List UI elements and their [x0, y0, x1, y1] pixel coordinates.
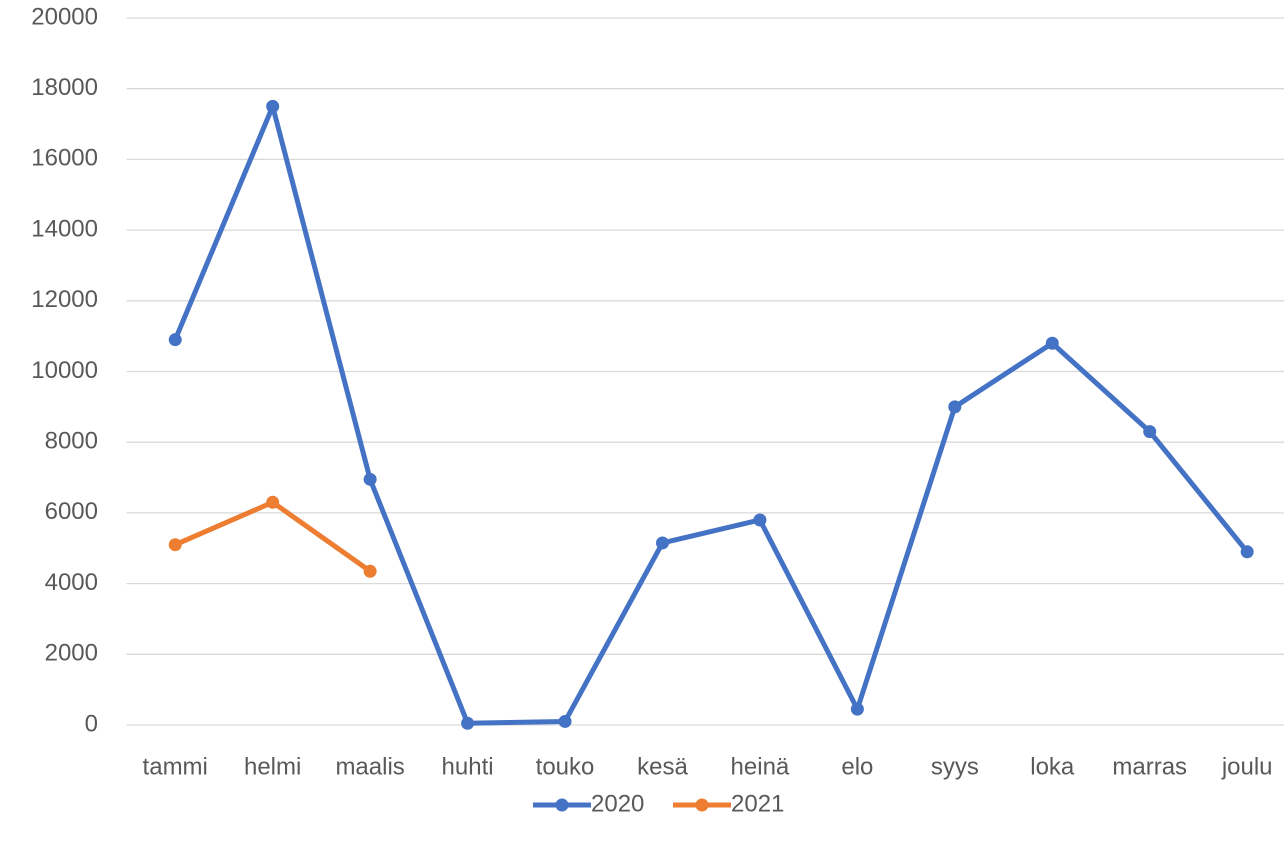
- x-tick-label: elo: [841, 753, 873, 780]
- y-tick-label: 4000: [45, 569, 98, 596]
- x-tick-label: helmi: [244, 753, 301, 780]
- data-point: [461, 716, 475, 730]
- y-tick-label: 6000: [45, 498, 98, 525]
- y-tick-label: 18000: [31, 74, 98, 101]
- x-tick-label: tammi: [143, 753, 208, 780]
- data-point: [1143, 425, 1157, 439]
- y-tick-label: 12000: [31, 286, 98, 313]
- legend-marker: [555, 798, 569, 812]
- series-line: [172, 103, 1250, 726]
- legend-label: 2021: [731, 790, 784, 817]
- x-tick-label: touko: [536, 753, 595, 780]
- data-point: [266, 495, 280, 509]
- y-tick-label: 20000: [31, 3, 98, 30]
- data-point: [363, 564, 377, 578]
- x-tick-label: kesä: [637, 753, 688, 780]
- data-point: [1045, 336, 1059, 350]
- y-tick-label: 0: [85, 710, 98, 737]
- data-point: [1240, 545, 1254, 559]
- data-point: [168, 333, 182, 347]
- data-point: [363, 472, 377, 486]
- data-point: [558, 714, 572, 728]
- data-point: [948, 400, 962, 414]
- data-point: [753, 513, 767, 527]
- x-tick-label: syys: [931, 753, 979, 780]
- x-tick-label: loka: [1030, 753, 1075, 780]
- data-point: [168, 538, 182, 552]
- x-tick-label: maalis: [335, 753, 404, 780]
- legend-label: 2020: [591, 790, 644, 817]
- data-point: [850, 702, 864, 716]
- legend-marker: [695, 798, 709, 812]
- y-tick-label: 8000: [45, 428, 98, 455]
- x-tick-label: heinä: [731, 753, 790, 780]
- y-tick-label: 16000: [31, 145, 98, 172]
- x-tick-label: marras: [1112, 753, 1187, 780]
- data-point: [266, 99, 280, 113]
- y-tick-label: 14000: [31, 215, 98, 242]
- data-point: [655, 536, 669, 550]
- y-tick-label: 10000: [31, 357, 98, 384]
- x-tick-label: joulu: [1221, 753, 1273, 780]
- y-tick-label: 2000: [45, 640, 98, 667]
- x-tick-label: huhti: [442, 753, 494, 780]
